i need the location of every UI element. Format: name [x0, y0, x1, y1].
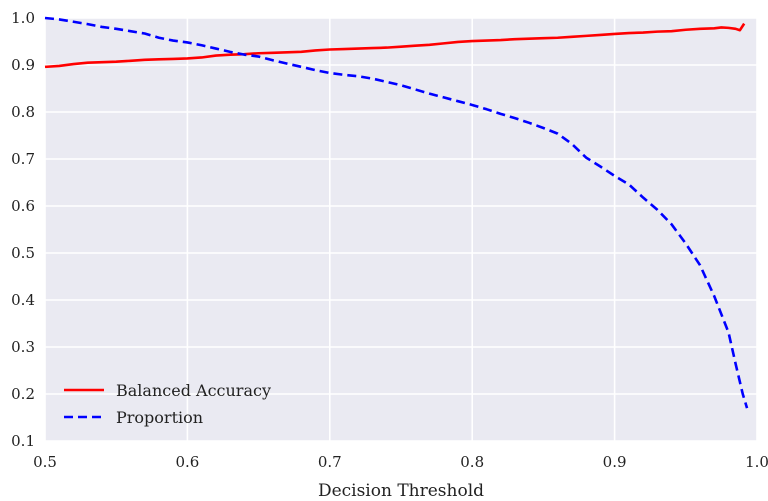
- x-tick-label: 0.6: [175, 453, 199, 471]
- x-axis-ticks: 0.5 0.6 0.7 0.8 0.9 1.0: [33, 453, 768, 471]
- y-axis-ticks: 0.1 0.2 0.3 0.4 0.5 0.6 0.7 0.8 0.9 1.0: [11, 9, 35, 450]
- y-tick-label: 0.8: [11, 103, 35, 121]
- series-line-0: [44, 22, 746, 69]
- series-line-1: [44, 16, 749, 409]
- y-tick-label: 0.5: [11, 244, 35, 262]
- y-tick-label: 0.9: [11, 56, 35, 74]
- y-tick-label: 0.7: [11, 150, 35, 168]
- y-tick-label: 0.3: [11, 338, 35, 356]
- y-tick-label: 1.0: [11, 9, 35, 27]
- x-axis-title: Decision Threshold: [318, 481, 484, 501]
- grid-lines: [44, 17, 758, 442]
- y-tick-label: 0.1: [11, 432, 35, 450]
- plot-background: [45, 18, 757, 441]
- x-tick-label: 0.9: [603, 453, 627, 471]
- y-tick-label: 0.2: [11, 385, 35, 403]
- x-tick-label: 1.0: [745, 453, 768, 471]
- x-tick-label: 0.7: [318, 453, 342, 471]
- legend-label-1: Proportion: [116, 408, 203, 427]
- x-tick-label: 0.5: [33, 453, 57, 471]
- legend-label-0: Balanced Accuracy: [116, 381, 271, 400]
- x-tick-label: 0.8: [460, 453, 484, 471]
- legend: Balanced Accuracy Proportion: [64, 381, 271, 427]
- y-tick-label: 0.6: [11, 197, 35, 215]
- series-lines: [44, 16, 749, 409]
- y-tick-label: 0.4: [11, 291, 35, 309]
